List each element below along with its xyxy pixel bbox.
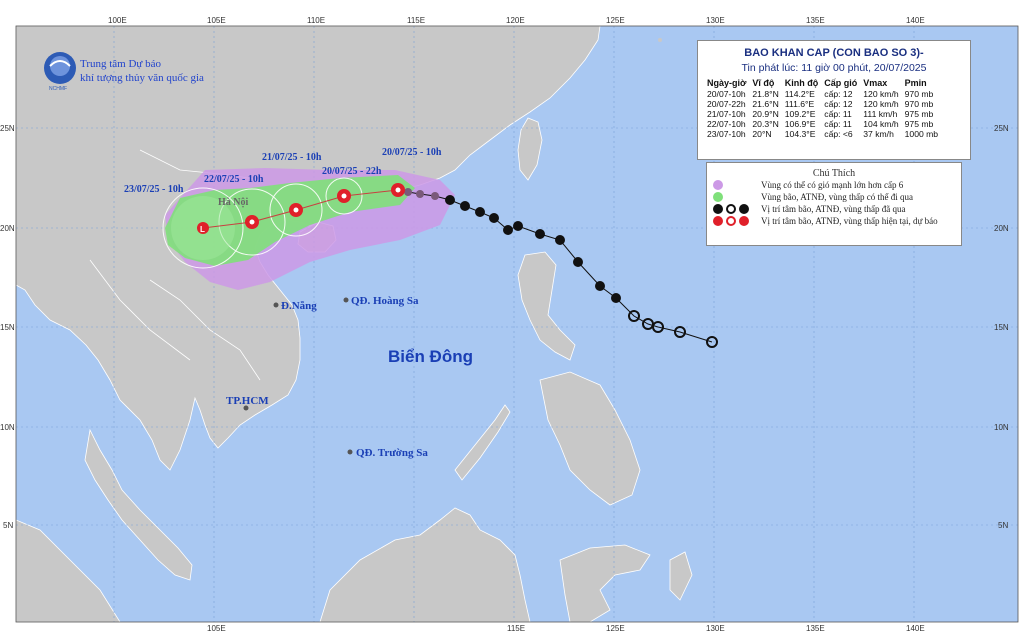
track-label-t4: 22/07/25 - 10h [204, 174, 264, 185]
svg-text:140E: 140E [906, 624, 925, 633]
purple-dot-icon [713, 180, 723, 190]
track-label-t5: 23/07/25 - 10h [124, 184, 184, 195]
label-hoangsa: QĐ. Hoàng Sa [351, 295, 419, 307]
bulletin-issued-time: Tin phát lúc: 11 giờ 00 phút, 20/07/2025 [741, 62, 927, 74]
land-sulawesi [559, 544, 651, 622]
bulletin-title: BAO KHAN CAP (CON BAO SO 3)- [744, 47, 924, 59]
land-malay-peninsula [84, 428, 193, 581]
land-luzon [517, 251, 576, 361]
svg-text:105E: 105E [207, 16, 226, 25]
svg-text:25N: 25N [994, 124, 1009, 133]
svg-text:115E: 115E [407, 16, 425, 25]
svg-text:110E: 110E [307, 16, 325, 25]
svg-text:15N: 15N [994, 323, 1009, 332]
col-level: Cấp gió [824, 78, 858, 88]
land-visayas-mindanao [539, 371, 641, 506]
land-palawan [454, 404, 511, 481]
svg-text:135E: 135E [806, 624, 825, 633]
table-row: 20/07-22h 21.6°N 111.6°E cấp: 12 120 km/h 970… [707, 99, 934, 109]
svg-text:115E: 115E [507, 624, 525, 633]
legend-title: Chú Thích [812, 168, 856, 179]
svg-text:100E: 100E [108, 16, 127, 25]
track-label-t2: 20/07/25 - 22h [322, 166, 382, 177]
legend-box: Chú Thích Vùng có thể có gió mạnh lớn hơ… [706, 162, 962, 246]
land-taiwan [517, 117, 543, 181]
col-lon: Kinh độ [784, 78, 819, 88]
lat-labels-right: 25N 20N 15N 10N 5N [994, 124, 1009, 530]
past-positions [404, 188, 718, 348]
lon-labels-top: 100E 105E 110E 115E 120E 125E 130E 135E … [108, 16, 925, 25]
svg-text:140E: 140E [906, 16, 925, 25]
svg-text:130E: 130E [706, 624, 725, 633]
land-halmahera [669, 551, 693, 601]
legend-item-wind-zone: Vùng có thể có gió mạnh lớn hơn cấp 6 [713, 179, 961, 191]
svg-text:25N: 25N [0, 124, 15, 133]
legend-label: Vị trí tâm bão, ATNĐ, vùng thấp hiện tại… [761, 216, 938, 226]
label-hanoi: Hà Nội [218, 197, 249, 208]
track-label-t1: 20/07/25 - 10h [382, 147, 442, 158]
legend-item-forecast: Vị trí tâm bão, ATNĐ, vùng thấp hiện tại… [713, 215, 961, 227]
agency-name-line1: Trung tâm Dự báo [80, 58, 162, 70]
svg-text:20N: 20N [0, 224, 15, 233]
forecast-symbols-icon [713, 216, 761, 226]
lat-labels-left: 25N 20N 15N 10N 5N [0, 124, 15, 530]
forecast-positions: L [197, 183, 405, 234]
land-sumatra [16, 519, 121, 622]
svg-text:5N: 5N [998, 521, 1008, 530]
svg-text:10N: 10N [994, 423, 1009, 432]
green-dot-icon [713, 192, 723, 202]
label-danang: Đ.Nẵng [281, 300, 317, 312]
land-mainland [16, 26, 601, 471]
legend-label: Vị trí tâm bão, ATNĐ, vùng thấp đã qua [761, 204, 906, 214]
label-hcm: TP.HCM [226, 395, 269, 407]
svg-text:135E: 135E [806, 16, 825, 25]
svg-text:NCHMF: NCHMF [49, 86, 67, 92]
land-borneo [319, 507, 531, 622]
col-datetime: Ngày-giờ [707, 78, 747, 88]
label-bien-dong: Biển Đông [388, 347, 473, 366]
label-truongsa: QĐ. Trường Sa [356, 447, 428, 459]
col-lat: Vĩ độ [752, 78, 775, 88]
svg-text:15N: 15N [0, 323, 15, 332]
svg-text:10N: 10N [0, 423, 15, 432]
legend-item-storm-zone: Vùng bão, ATNĐ, vùng thấp có thể đi qua [713, 191, 961, 203]
table-row: 20/07-10h 21.8°N 114.2°E cấp: 12 120 km/h 970… [707, 89, 934, 99]
table-row: 21/07-10h 20.9°N 109.2°E cấp: 11 111 km/h 975… [707, 109, 934, 119]
legend-label: Vùng bão, ATNĐ, vùng thấp có thể đi qua [761, 192, 913, 202]
agency-name-line2: khí tượng thủy văn quốc gia [80, 72, 204, 84]
svg-text:105E: 105E [207, 624, 226, 633]
track-label-t3: 21/07/25 - 10h [262, 152, 322, 163]
svg-text:125E: 125E [606, 624, 625, 633]
table-row: 22/07-10h 20.3°N 106.9°E cấp: 11 104 km/h 975… [707, 119, 934, 129]
legend-label: Vùng có thể có gió mạnh lớn hơn cấp 6 [761, 180, 904, 190]
col-vmax: Vmax [863, 78, 888, 88]
forecast-info-box: BAO KHAN CAP (CON BAO SO 3)- Tin phát lú… [697, 40, 971, 160]
forecast-table-header: Ngày-giờ Vĩ độ Kinh độ Cấp gió Vmax Pmin [704, 78, 941, 89]
svg-text:L: L [200, 225, 205, 234]
forecast-table: Ngày-giờ Vĩ độ Kinh độ Cấp gió Vmax Pmin… [704, 78, 941, 139]
svg-text:120E: 120E [506, 16, 525, 25]
svg-text:20N: 20N [994, 224, 1009, 233]
svg-text:5N: 5N [3, 521, 13, 530]
agency-logo: NCHMF [44, 52, 76, 92]
col-pmin: Pmin [904, 78, 927, 88]
legend-item-past: Vị trí tâm bão, ATNĐ, vùng thấp đã qua [713, 203, 961, 215]
table-row: 23/07-10h 20°N 104.3°E cấp: <6 37 km/h 1000 m… [707, 129, 939, 139]
lon-labels-bottom: 105E 115E 125E 130E 135E 140E [207, 624, 925, 633]
past-symbols-icon [713, 204, 761, 214]
svg-text:130E: 130E [706, 16, 725, 25]
svg-text:125E: 125E [606, 16, 625, 25]
